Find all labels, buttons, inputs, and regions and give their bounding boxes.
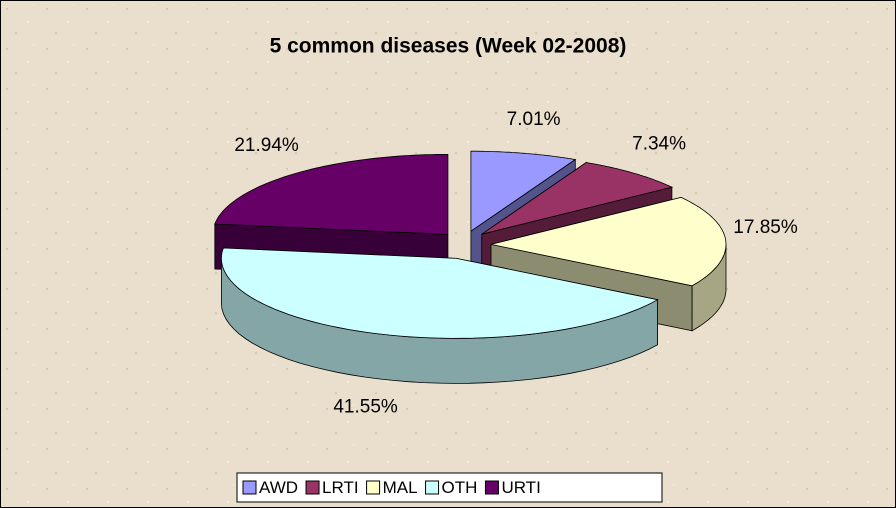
chart-title: 5 common diseases (Week 02-2008): [270, 35, 627, 58]
data-label: 7.01%: [507, 109, 561, 130]
legend-label: OTH: [442, 478, 478, 497]
slice-top: [214, 154, 449, 235]
slice-top: [470, 150, 577, 232]
data-label: 17.85%: [733, 217, 798, 238]
slice-top: [490, 196, 727, 287]
legend-swatch: [484, 480, 499, 495]
slice-top: [220, 247, 659, 339]
legend-label: AWD: [259, 478, 298, 497]
data-label: 41.55%: [333, 396, 398, 417]
legend-label: LRTI: [322, 478, 359, 497]
data-label: 21.94%: [234, 135, 299, 156]
legend: AWD LRTI MAL OTH URTI: [242, 478, 541, 497]
legend-label: URTI: [501, 478, 540, 497]
data-label: 7.34%: [632, 133, 686, 154]
legend-swatch: [425, 480, 440, 495]
legend-swatch: [366, 480, 381, 495]
legend-label: MAL: [383, 478, 418, 497]
pie: 7.01% 7.34% 17.85% 41.55% 21.94%: [214, 109, 798, 417]
legend-swatch: [242, 480, 257, 495]
slice: [220, 247, 659, 384]
legend-swatch: [305, 480, 320, 495]
slice-top: [481, 162, 674, 235]
